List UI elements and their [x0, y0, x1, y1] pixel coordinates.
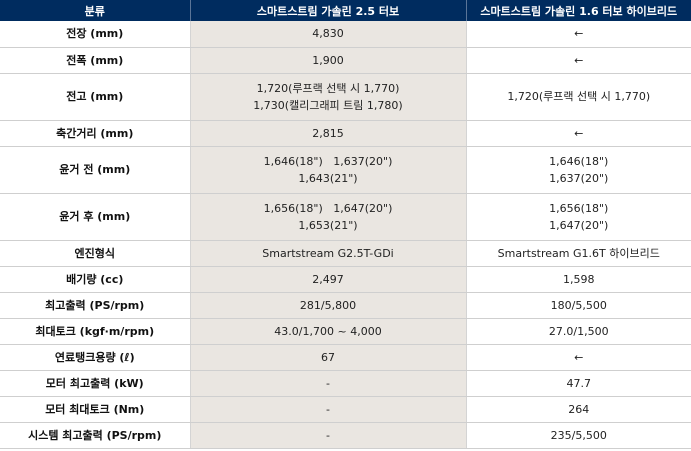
header-row: 분류 스마트스트림 가솔린 2.5 터보 스마트스트림 가솔린 1.6 터보 하…: [0, 0, 691, 21]
table-row: 최대토크 (kgf·m/rpm) 43.0/1,700 ~ 4,000 27.0…: [0, 318, 691, 345]
value-line: 1,720(루프랙 선택 시 1,770): [507, 90, 651, 103]
value-1-6-hybrid: 235/5,500: [466, 422, 691, 449]
value-2-5-turbo: 67: [190, 344, 467, 371]
value-2-5-turbo: 43.0/1,700 ~ 4,000: [190, 318, 467, 345]
table-row: 윤거 후 (mm) 1,656(18") 1,647(20") 1,653(21…: [0, 193, 691, 241]
value-line: 1,598: [563, 272, 595, 286]
value-2-5-turbo: 2,815: [190, 120, 467, 147]
value-2-5-turbo: 2,497: [190, 266, 467, 293]
value-line: 264: [568, 402, 590, 416]
row-label: 최대토크 (kgf·m/rpm): [0, 318, 191, 345]
table-row: 모터 최고출력 (kW) - 47.7: [0, 370, 691, 397]
spec-table-header: 분류 스마트스트림 가솔린 2.5 터보 스마트스트림 가솔린 1.6 터보 하…: [0, 0, 691, 21]
value-2-5-turbo: -: [190, 422, 467, 449]
value-2-5-turbo: -: [190, 370, 467, 397]
value-line: ←: [574, 350, 584, 364]
value-line: 27.0/1,500: [548, 324, 609, 338]
row-label: 모터 최대토크 (Nm): [0, 396, 191, 423]
row-label: 모터 최고출력 (kW): [0, 370, 191, 397]
value-line: 2,815: [312, 126, 344, 140]
value-1-6-hybrid: 27.0/1,500: [466, 318, 691, 345]
value-1-6-hybrid: ←: [466, 21, 691, 48]
table-row: 전장 (mm) 4,830 ←: [0, 21, 691, 48]
value-1-6-hybrid: ←: [466, 120, 691, 147]
value-line: 180/5,500: [550, 298, 607, 312]
value-line: 1,730(캘리그래피 트림 1,780): [253, 98, 403, 112]
table-row: 연료탱크용량 (ℓ) 67 ←: [0, 344, 691, 371]
value-2-5-turbo: 1,656(18") 1,647(20") 1,653(21"): [190, 193, 467, 241]
value-1-6-hybrid: 1,646(18") 1,637(20"): [466, 146, 691, 194]
value-1-6-hybrid: 1,598: [466, 266, 691, 293]
value-1-6-hybrid: 180/5,500: [466, 292, 691, 319]
value-line: 47.7: [566, 376, 592, 390]
value-line: ←: [574, 53, 584, 67]
row-label: 최고출력 (PS/rpm): [0, 292, 191, 319]
table-row: 배기량 (cc) 2,497 1,598: [0, 266, 691, 293]
header-category: 분류: [0, 0, 191, 21]
value-line: 4,830: [312, 27, 344, 41]
value-line: -: [326, 402, 330, 416]
table-row: 엔진형식 Smartstream G2.5T-GDi Smartstream G…: [0, 240, 691, 267]
row-label: 전폭 (mm): [0, 47, 191, 74]
value-2-5-turbo: -: [190, 396, 467, 423]
header-trim-1-6-hybrid: 스마트스트림 가솔린 1.6 터보 하이브리드: [466, 0, 691, 21]
value-line: -: [326, 428, 330, 442]
value-line: ←: [574, 126, 584, 140]
value-line: 281/5,800: [299, 298, 357, 312]
header-trim-2-5-turbo: 스마트스트림 가솔린 2.5 터보: [190, 0, 467, 21]
value-1-6-hybrid: 47.7: [466, 370, 691, 397]
row-label: 축간거리 (mm): [0, 120, 191, 147]
value-line: 2,497: [312, 272, 344, 286]
table-row: 최고출력 (PS/rpm) 281/5,800 180/5,500: [0, 292, 691, 319]
value-1-6-hybrid: Smartstream G1.6T 하이브리드: [466, 240, 691, 267]
table-row: 전폭 (mm) 1,900 ←: [0, 47, 691, 74]
row-label: 시스템 최고출력 (PS/rpm): [0, 422, 191, 449]
value-line: 67: [321, 350, 335, 364]
table-row: 축간거리 (mm) 2,815 ←: [0, 120, 691, 147]
value-line: ←: [574, 27, 584, 41]
value-1-6-hybrid: 1,720(루프랙 선택 시 1,770): [466, 73, 691, 121]
value-line: 1,637(20"): [549, 171, 609, 185]
value-line: 235/5,500: [550, 428, 607, 442]
value-2-5-turbo: 4,830: [190, 21, 467, 48]
value-line: 1,656(18"): [549, 201, 609, 215]
table-row: 모터 최대토크 (Nm) - 264: [0, 396, 691, 423]
value-line: 1,900: [312, 53, 344, 67]
row-label: 배기량 (cc): [0, 266, 191, 293]
table-row: 윤거 전 (mm) 1,646(18") 1,637(20") 1,643(21…: [0, 146, 691, 194]
value-2-5-turbo: 1,900: [190, 47, 467, 74]
value-1-6-hybrid: 264: [466, 396, 691, 423]
value-2-5-turbo: Smartstream G2.5T-GDi: [190, 240, 467, 267]
row-label: 전장 (mm): [0, 21, 191, 48]
value-1-6-hybrid: ←: [466, 344, 691, 371]
value-line: Smartstream G1.6T 하이브리드: [497, 246, 660, 260]
row-label: 윤거 전 (mm): [0, 146, 191, 194]
value-1-6-hybrid: 1,656(18") 1,647(20"): [466, 193, 691, 241]
value-line: 1,646(18") 1,637(20"): [263, 154, 393, 168]
value-line: 43.0/1,700 ~ 4,000: [274, 324, 382, 338]
spec-table-body: 전장 (mm) 4,830 ← 전폭 (mm) 1,900 ← 전고 (mm) …: [0, 21, 691, 449]
value-2-5-turbo: 281/5,800: [190, 292, 467, 319]
table-row: 전고 (mm) 1,720(루프랙 선택 시 1,770) 1,730(캘리그래…: [0, 73, 691, 121]
value-line: 1,646(18"): [549, 154, 609, 168]
value-line: -: [326, 376, 330, 390]
value-line: 1,656(18") 1,647(20"): [263, 201, 393, 215]
row-label: 전고 (mm): [0, 73, 191, 121]
value-line: 1,720(루프랙 선택 시 1,770): [256, 81, 400, 95]
value-2-5-turbo: 1,646(18") 1,637(20") 1,643(21"): [190, 146, 467, 194]
table-row: 시스템 최고출력 (PS/rpm) - 235/5,500: [0, 422, 691, 449]
value-line: Smartstream G2.5T-GDi: [262, 246, 394, 260]
value-1-6-hybrid: ←: [466, 47, 691, 74]
value-2-5-turbo: 1,720(루프랙 선택 시 1,770) 1,730(캘리그래피 트림 1,7…: [190, 73, 467, 121]
row-label: 윤거 후 (mm): [0, 193, 191, 241]
row-label: 엔진형식: [0, 240, 191, 267]
row-label: 연료탱크용량 (ℓ): [0, 344, 191, 371]
value-line: 1,653(21"): [298, 218, 358, 232]
value-line: 1,643(21"): [298, 171, 358, 185]
value-line: 1,647(20"): [549, 218, 609, 232]
